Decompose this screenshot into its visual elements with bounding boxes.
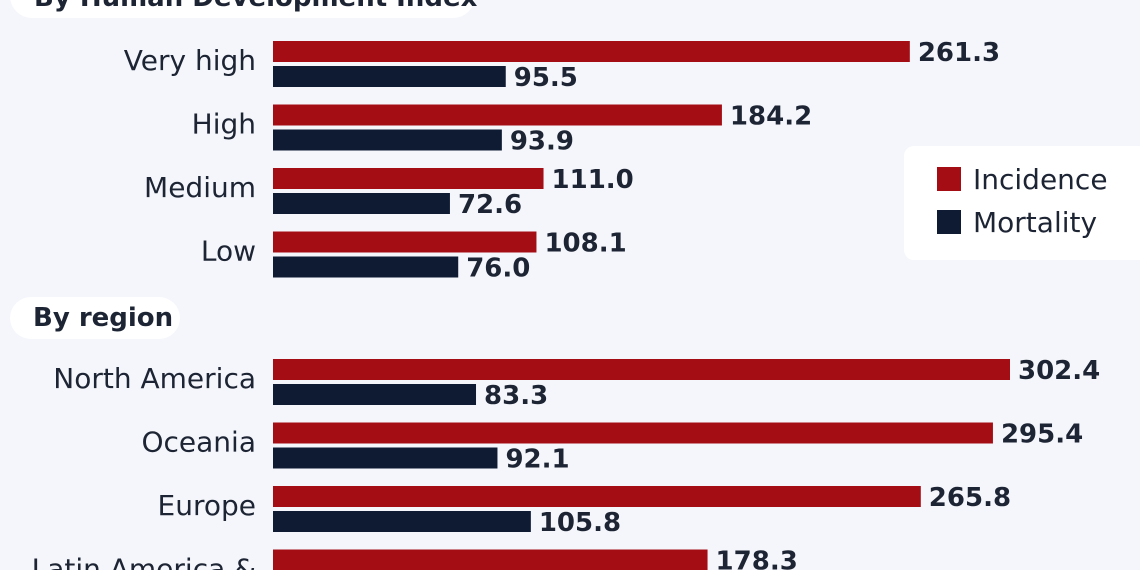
incidence-value-very-high: 261.3	[918, 38, 1000, 68]
mortality-value-europe: 105.8	[539, 508, 621, 538]
section-title-region: By region	[33, 303, 173, 333]
incidence-bar-high	[273, 104, 722, 126]
category-label-very-high: Very high	[124, 44, 256, 77]
incidence-value-north-america: 302.4	[1018, 356, 1100, 386]
incidence-value-low: 108.1	[544, 229, 626, 259]
legend-label-incidence: Incidence	[973, 163, 1108, 196]
legend-label-mortality: Mortality	[973, 206, 1097, 239]
incidence-bar-very-high	[273, 41, 910, 62]
category-label-medium: Medium	[144, 171, 256, 204]
category-label-north-america: North America	[53, 362, 256, 395]
mortality-bar-low	[273, 256, 459, 278]
section-header-hdi-bg	[10, 0, 475, 18]
incidence-bar-latin-america	[273, 549, 708, 570]
mortality-bar-high	[273, 129, 502, 151]
category-label-low: Low	[201, 235, 256, 268]
category-label-europe: Europe	[158, 489, 256, 522]
mortality-value-very-high: 95.5	[514, 63, 578, 93]
mortality-bar-medium	[273, 193, 450, 214]
incidence-value-europe: 265.8	[929, 483, 1011, 513]
mortality-bar-oceania	[273, 447, 498, 469]
section-header-region-bg	[10, 297, 180, 339]
incidence-value-latin-america: 178.3	[716, 547, 798, 570]
section-title-hdi: By Human Development Index	[34, 0, 478, 13]
incidence-bar-low	[273, 231, 537, 253]
mortality-value-high: 93.9	[510, 127, 574, 157]
incidence-bar-medium	[273, 168, 544, 189]
incidence-value-medium: 111.0	[552, 165, 634, 195]
legend: Incidence Mortality	[904, 146, 1140, 260]
mortality-bar-very-high	[273, 66, 506, 87]
category-label-oceania: Oceania	[141, 426, 256, 459]
mortality-value-low: 76.0	[466, 254, 530, 284]
category-label-high: High	[192, 108, 256, 141]
mortality-value-medium: 72.6	[458, 190, 522, 220]
category-label-latin-america: Latin America &	[32, 553, 256, 570]
mortality-bar-europe	[273, 511, 531, 532]
incidence-value-oceania: 295.4	[1001, 420, 1083, 450]
incidence-bar-oceania	[273, 422, 993, 444]
legend-swatch-mortality	[937, 210, 961, 234]
mortality-value-north-america: 83.3	[484, 381, 548, 411]
section-header-hdi: By Human Development Index	[10, 0, 478, 18]
incidence-bar-north-america	[273, 359, 1010, 380]
section-header-region: By region	[10, 297, 180, 339]
mortality-bar-north-america	[273, 384, 477, 405]
legend-swatch-incidence	[937, 167, 961, 191]
incidence-value-high: 184.2	[730, 102, 812, 132]
incidence-bar-europe	[273, 486, 921, 507]
bars-layer: Very high 261.3 95.5 High 184.2 93.9 Medium 111…	[32, 38, 1100, 570]
mortality-value-oceania: 92.1	[505, 445, 569, 475]
legend-box	[904, 146, 1140, 260]
